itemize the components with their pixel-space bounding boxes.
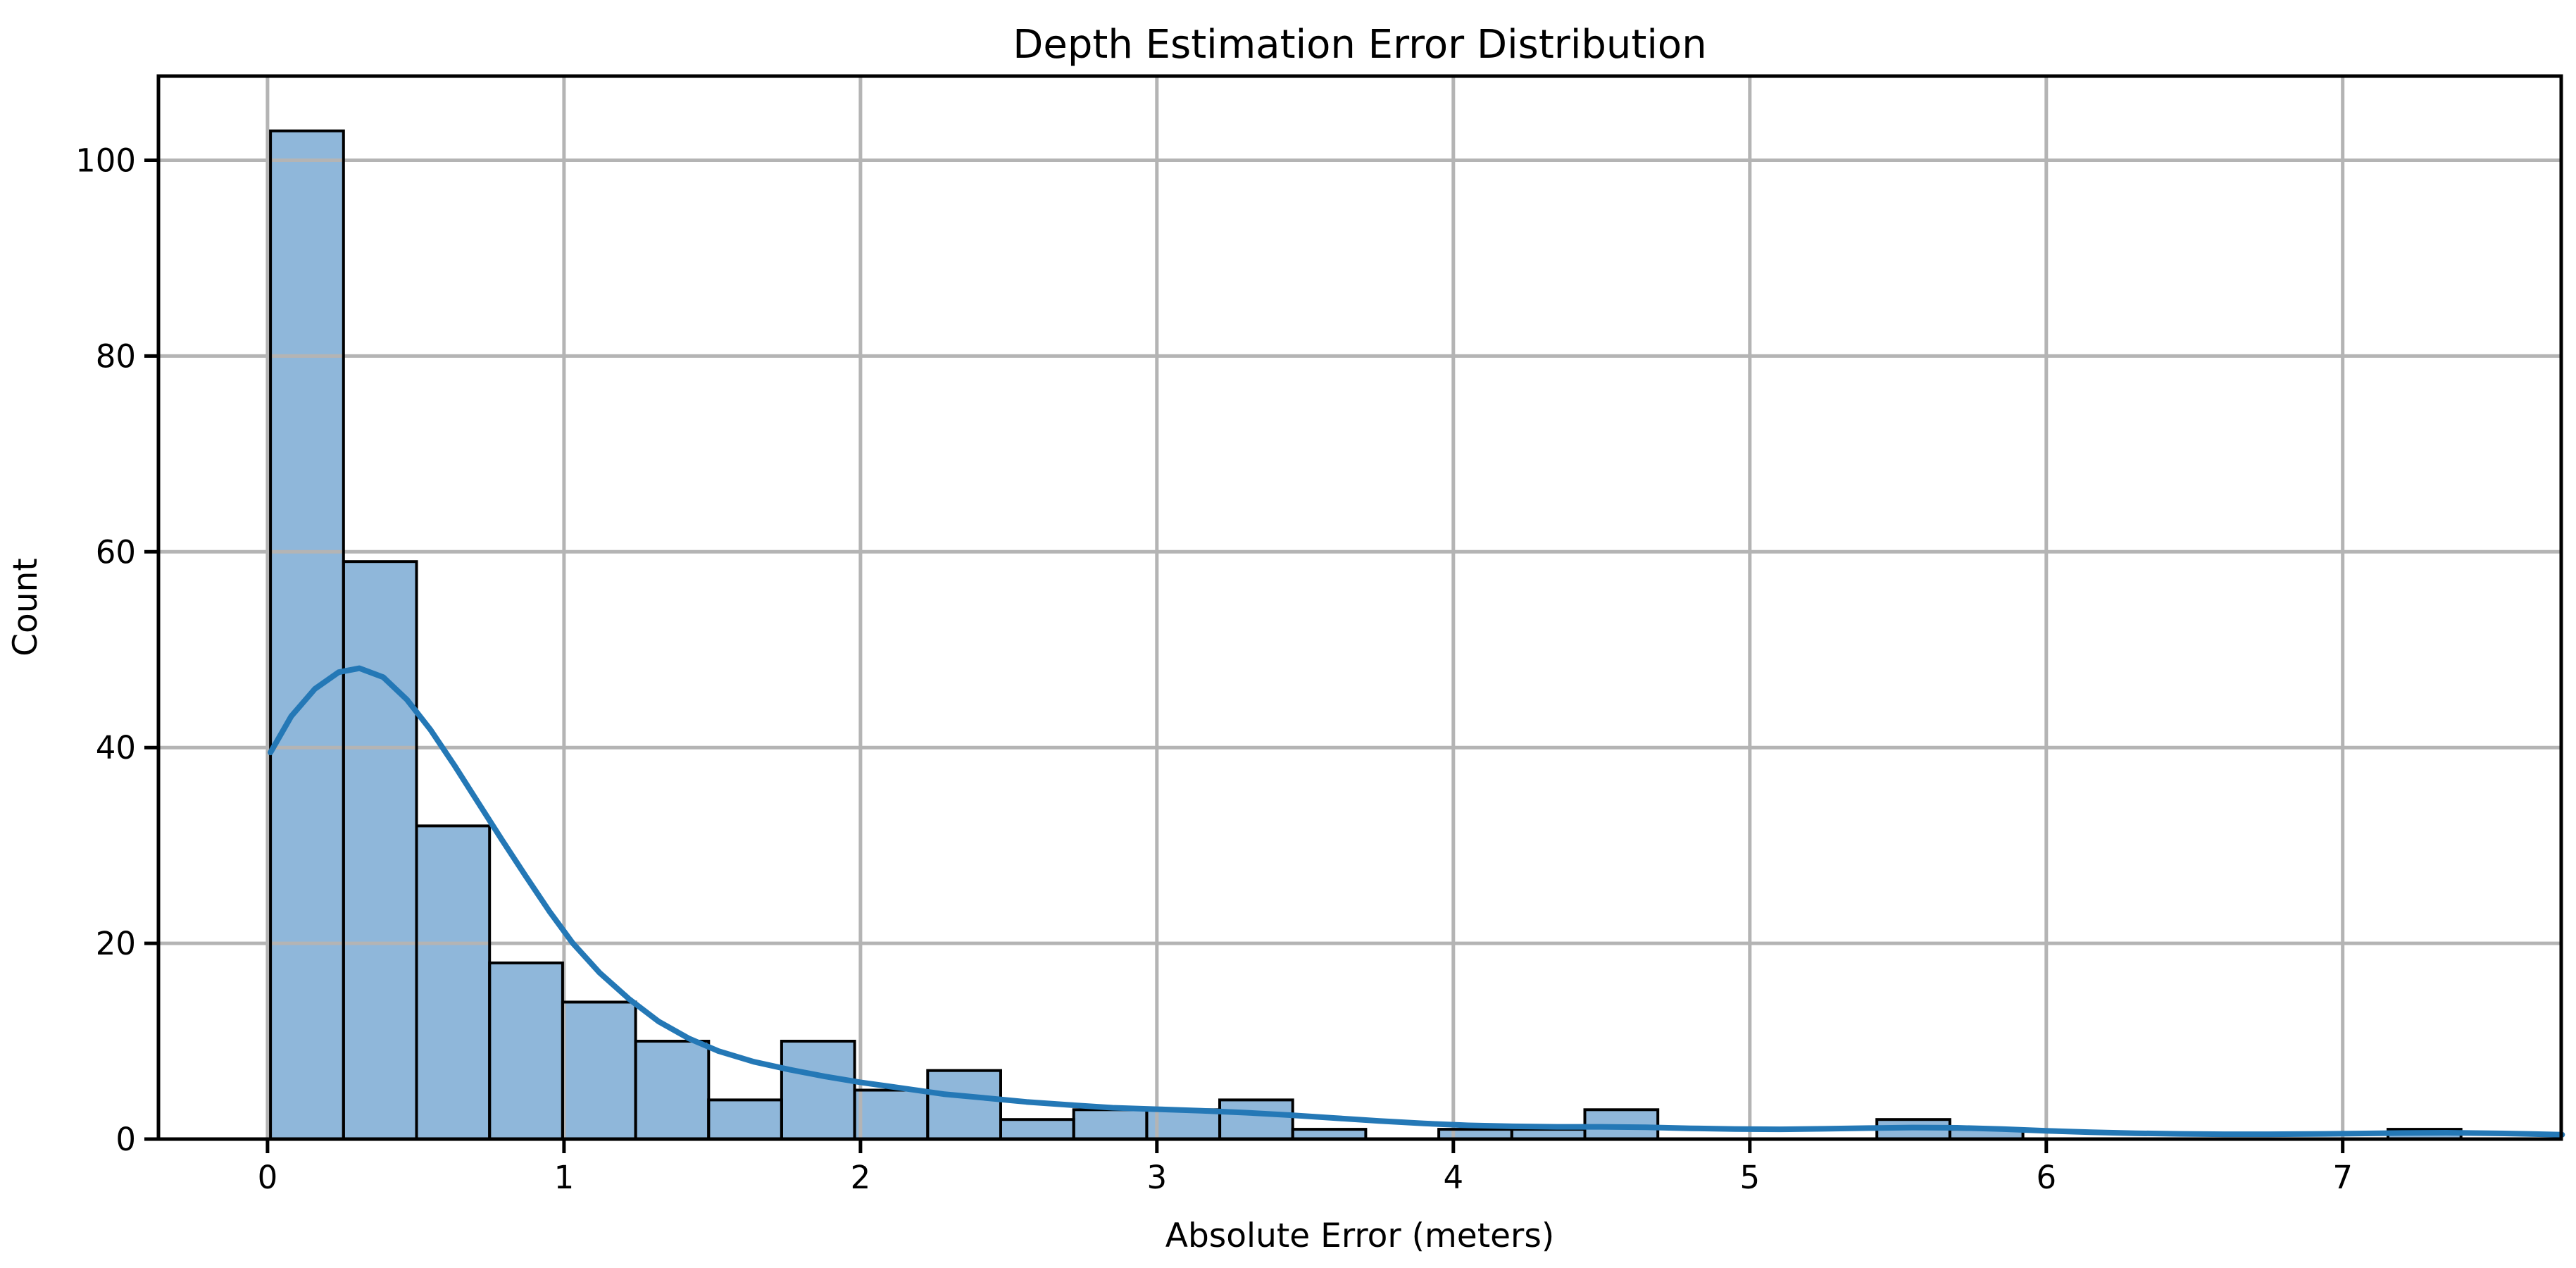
y-tick-label: 0 bbox=[115, 1121, 136, 1158]
histogram-bar bbox=[1511, 1129, 1585, 1139]
x-tick-label: 1 bbox=[554, 1159, 575, 1196]
x-tick-label: 2 bbox=[851, 1159, 871, 1196]
histogram-bar bbox=[562, 1002, 636, 1139]
histogram-bar bbox=[708, 1100, 782, 1139]
histogram-bar bbox=[1292, 1129, 1366, 1139]
histogram-bar bbox=[416, 826, 490, 1139]
histogram-bar bbox=[270, 130, 344, 1139]
y-tick-labels: 0 20 40 60 80 100 bbox=[75, 142, 136, 1159]
histogram-bar bbox=[1220, 1100, 1293, 1139]
histogram-bar bbox=[1001, 1119, 1074, 1139]
histogram-bar bbox=[343, 561, 417, 1139]
x-tick-label: 3 bbox=[1146, 1159, 1167, 1196]
x-tick-label: 5 bbox=[1739, 1159, 1760, 1196]
histogram-bar-fills bbox=[270, 130, 2461, 1139]
y-axis-label: Count bbox=[6, 558, 45, 657]
histogram-bar bbox=[1146, 1110, 1220, 1139]
histogram-bar bbox=[1439, 1129, 1512, 1139]
y-tick-label: 80 bbox=[96, 337, 136, 375]
x-tick-label: 6 bbox=[2036, 1159, 2056, 1196]
x-tick-label: 4 bbox=[1443, 1159, 1463, 1196]
kde-curve bbox=[268, 665, 2565, 1138]
chart-title: Depth Estimation Error Distribution bbox=[1013, 22, 1706, 68]
histogram-bar bbox=[854, 1090, 928, 1139]
y-tick-label: 100 bbox=[75, 142, 136, 180]
axis-tick-marks bbox=[144, 158, 2345, 1153]
plot-border bbox=[156, 74, 2563, 1141]
x-tick-label: 7 bbox=[2332, 1159, 2353, 1196]
x-tick-labels: 0 1 2 3 4 5 6 7 bbox=[258, 1159, 2353, 1196]
histogram-bar bbox=[1073, 1110, 1147, 1139]
histogram-bar bbox=[489, 962, 563, 1139]
histogram-bar bbox=[781, 1041, 855, 1139]
y-tick-label: 20 bbox=[96, 925, 136, 962]
y-tick-label: 40 bbox=[96, 729, 136, 766]
y-tick-label: 60 bbox=[96, 533, 136, 571]
x-axis-label: Absolute Error (meters) bbox=[1165, 1217, 1554, 1255]
x-tick-label: 0 bbox=[258, 1159, 278, 1196]
histogram-bar bbox=[635, 1041, 709, 1139]
histogram-bar bbox=[927, 1070, 1001, 1139]
